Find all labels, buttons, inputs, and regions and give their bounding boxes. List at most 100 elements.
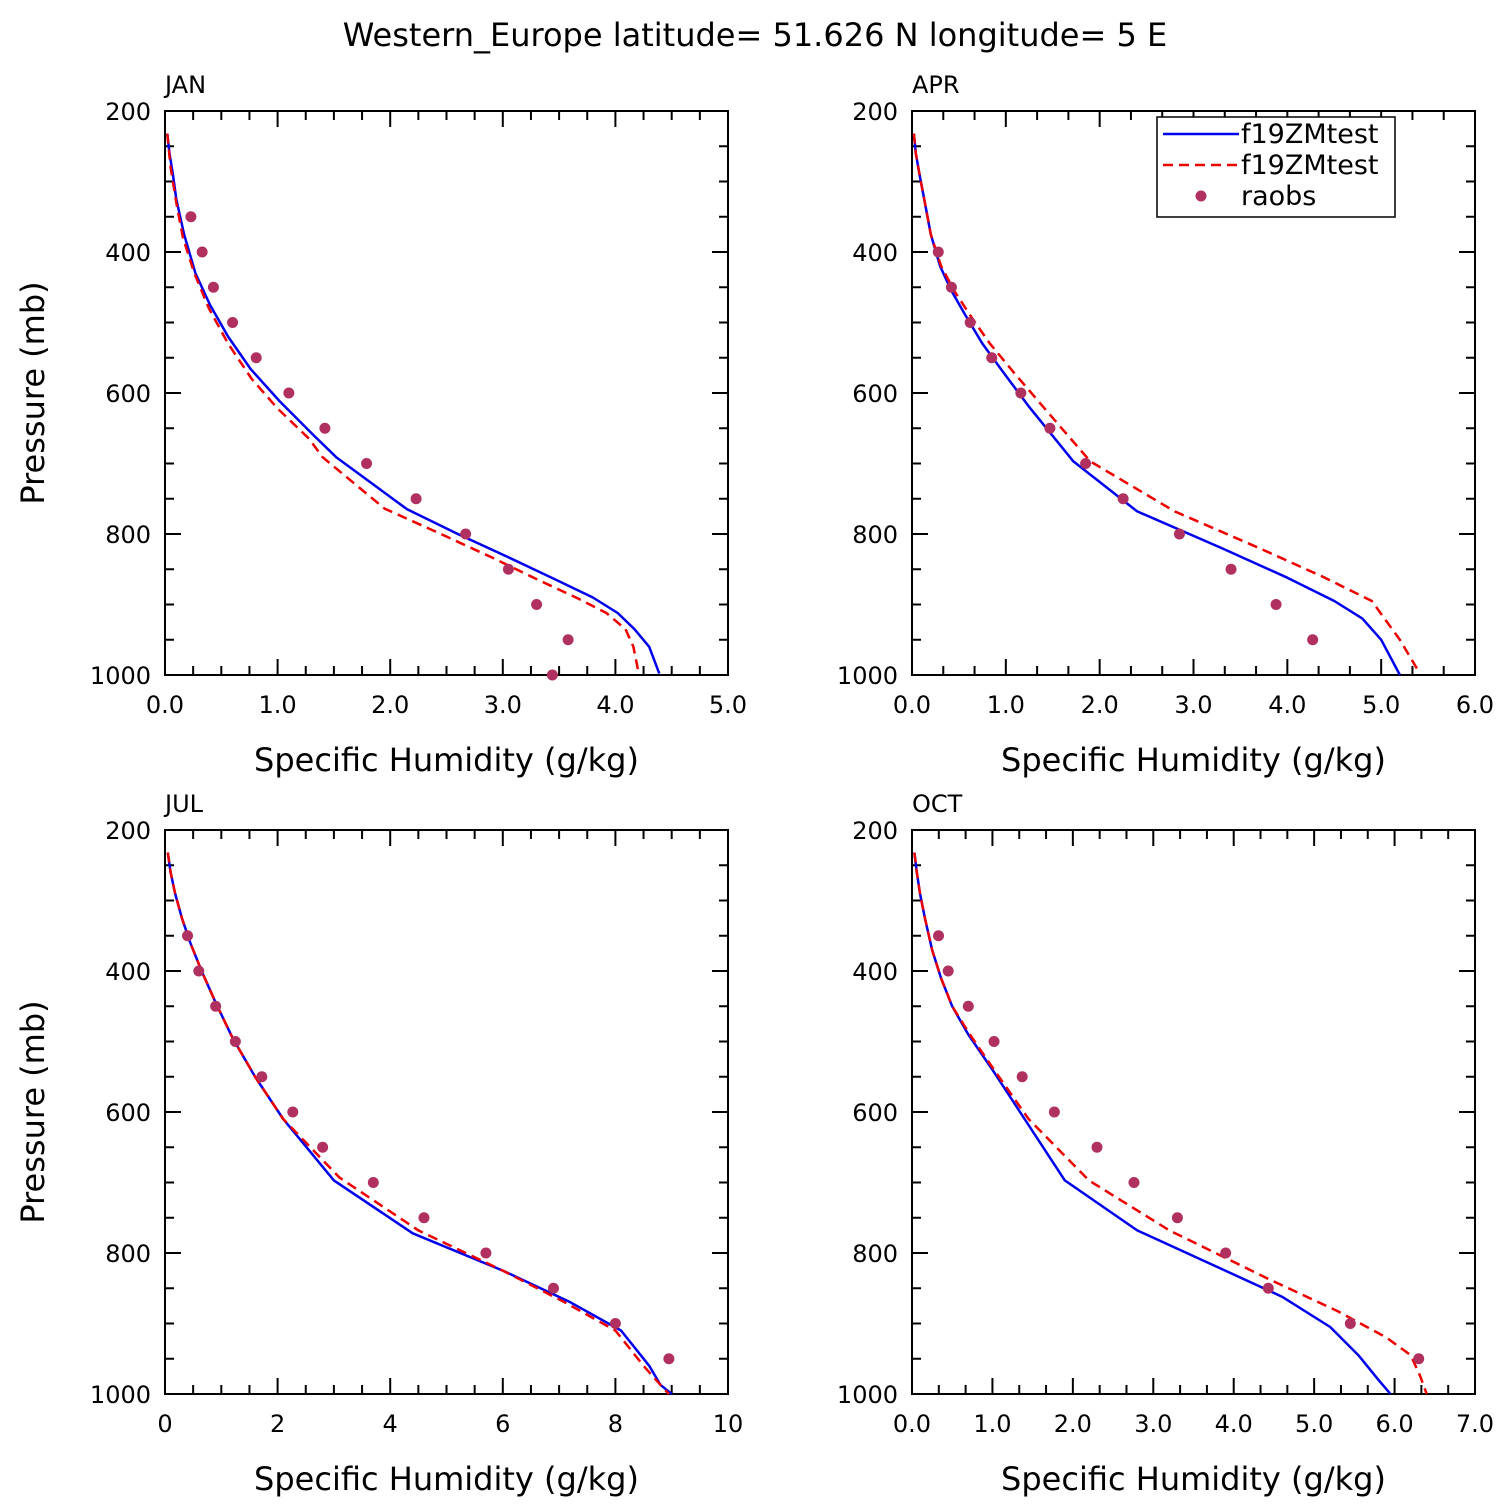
y-tick-label: 600 — [852, 1099, 898, 1127]
x-tick-label: 1.0 — [259, 691, 297, 719]
raobs-point — [1262, 1282, 1274, 1294]
raobs-point — [932, 246, 944, 258]
raobs-point — [182, 930, 194, 942]
series-line-dashed — [912, 133, 1420, 673]
x-tick-label: 0.0 — [146, 691, 184, 719]
plot-frame — [911, 829, 1476, 1395]
y-tick-label: 800 — [105, 1240, 151, 1268]
raobs-point — [502, 563, 514, 575]
x-tick-label: 3.0 — [484, 691, 522, 719]
y-tick-label: 1000 — [90, 662, 151, 690]
legend-entry-label: f19ZMtest — [1241, 119, 1379, 150]
raobs-point — [1128, 1177, 1140, 1188]
series-line-solid — [166, 852, 673, 1395]
panel-label: APR — [912, 71, 960, 99]
x-tick-label: 6.0 — [1375, 1410, 1413, 1438]
legend-entry-label: f19ZMtest — [1241, 150, 1379, 181]
x-tick-label: 4.0 — [596, 691, 634, 719]
x-tick-label: 0 — [157, 1410, 172, 1438]
raobs-point — [287, 1106, 299, 1118]
y-tick-label: 800 — [852, 521, 898, 549]
panel-jan: JAN 0.0 1.0 2.0 3.0 4.0 5.0 200 400 600 800 1000 Spe… — [14, 71, 747, 779]
raobs-point — [196, 246, 208, 258]
raobs-point — [185, 211, 197, 223]
y-axis-label: Pressure (mb) — [14, 281, 52, 504]
raobs-point — [1015, 387, 1027, 399]
panel-label: OCT — [912, 790, 963, 818]
raobs-point — [418, 1212, 430, 1224]
plot-frame — [164, 110, 729, 676]
raobs-point — [1091, 1141, 1103, 1153]
y-tick-label: 800 — [105, 521, 151, 549]
raobs-point — [256, 1071, 268, 1083]
raobs-point — [361, 458, 373, 469]
raobs-point — [207, 281, 219, 293]
raobs-point — [562, 634, 574, 646]
raobs-point — [933, 930, 945, 942]
y-tick-label: 1000 — [837, 662, 898, 690]
y-tick-label: 200 — [105, 98, 151, 126]
raobs-point — [547, 1282, 559, 1294]
x-axis-label: Specific Humidity (g/kg) — [1001, 741, 1386, 779]
raobs-point — [1220, 1247, 1232, 1259]
raobs-point — [229, 1036, 241, 1047]
raobs-point — [1117, 493, 1129, 505]
raobs-point — [1344, 1318, 1356, 1329]
panel-oct: OCT 0.0 1.0 2.0 3.0 4.0 5.0 6.0 7.0 200 400 600 800 1… — [837, 790, 1494, 1498]
x-tick-label: 3.0 — [1174, 691, 1212, 719]
raobs-point — [964, 317, 976, 328]
y-tick-label: 400 — [105, 239, 151, 267]
x-tick-label: 2.0 — [1054, 1410, 1092, 1438]
y-tick-label: 600 — [852, 380, 898, 408]
x-tick-label: 5.0 — [1295, 1410, 1333, 1438]
raobs-point — [1270, 599, 1282, 610]
y-tick-label: 800 — [852, 1240, 898, 1268]
raobs-point — [1048, 1106, 1060, 1118]
raobs-point — [193, 965, 205, 977]
x-tick-label: 5.0 — [709, 691, 747, 719]
y-axis-label: Pressure (mb) — [14, 1000, 52, 1223]
y-tick-label: 600 — [105, 1099, 151, 1127]
chart-panels: JAN 0.0 1.0 2.0 3.0 4.0 5.0 200 400 600 800 1000 Spe… — [14, 71, 1494, 1498]
panel-label: JAN — [163, 71, 206, 99]
y-tick-label: 200 — [852, 817, 898, 845]
x-tick-label: 1.0 — [973, 1410, 1011, 1438]
raobs-point — [1307, 634, 1319, 646]
legend-entry-label: raobs — [1241, 181, 1316, 212]
raobs-point — [1173, 528, 1185, 540]
raobs-point — [367, 1177, 379, 1188]
panel-jul: JUL 0 2 4 6 8 10 200 400 600 800 1000 Specific Humid… — [14, 790, 743, 1498]
panel-label: JUL — [163, 790, 204, 818]
x-tick-label: 0.0 — [893, 1410, 931, 1438]
x-axis-label: Specific Humidity (g/kg) — [1001, 1460, 1386, 1498]
y-tick-label: 1000 — [90, 1381, 151, 1409]
y-tick-label: 600 — [105, 380, 151, 408]
raobs-point — [1044, 422, 1056, 434]
x-tick-label: 4 — [383, 1410, 398, 1438]
figure-title: Western_Europe latitude= 51.626 N longit… — [343, 16, 1167, 54]
legend-marker-dot — [1195, 190, 1207, 202]
y-tick-label: 200 — [852, 98, 898, 126]
raobs-point — [283, 387, 295, 399]
x-tick-label: 2.0 — [371, 691, 409, 719]
raobs-point — [609, 1318, 621, 1329]
x-tick-label: 0.0 — [893, 691, 931, 719]
raobs-point — [317, 1141, 329, 1153]
raobs-point — [942, 965, 954, 977]
raobs-point — [962, 1000, 974, 1012]
raobs-point — [663, 1353, 675, 1365]
raobs-point — [210, 1000, 222, 1012]
x-tick-label: 8 — [608, 1410, 623, 1438]
x-axis-label: Specific Humidity (g/kg) — [254, 741, 639, 779]
x-tick-label: 1.0 — [987, 691, 1025, 719]
series-line-dashed — [166, 852, 670, 1395]
raobs-point — [1171, 1212, 1183, 1224]
raobs-point — [1225, 563, 1237, 575]
raobs-point — [460, 528, 472, 540]
raobs-point — [986, 352, 998, 364]
raobs-point — [1016, 1071, 1028, 1083]
x-tick-label: 2.0 — [1081, 691, 1119, 719]
series-line-solid — [913, 852, 1392, 1395]
